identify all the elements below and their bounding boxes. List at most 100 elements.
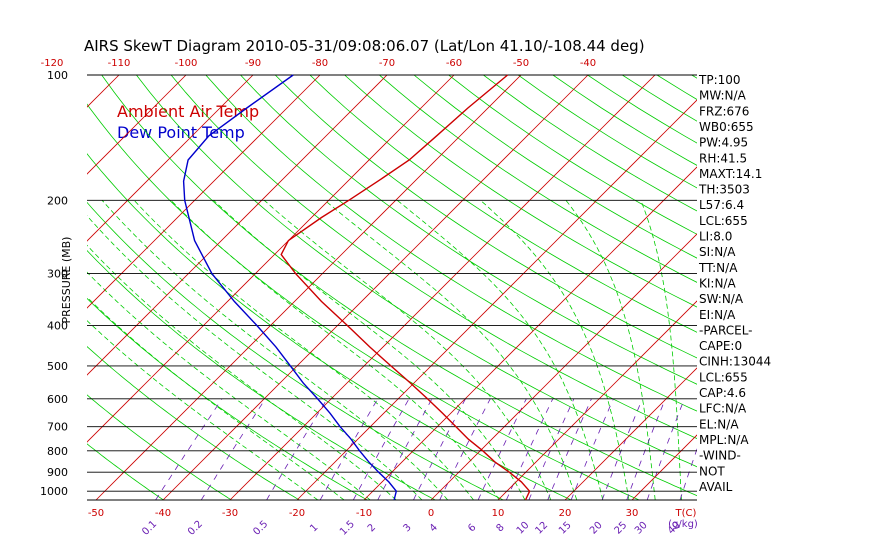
moist-adiabat — [263, 199, 552, 500]
isotherm — [229, 75, 656, 500]
index-item: TP:100 — [698, 73, 741, 87]
top-temp-tick-label: -100 — [175, 58, 198, 69]
mixing-ratio-label: 2 — [366, 522, 378, 534]
index-item: EL:N/A — [699, 417, 739, 431]
moist-adiabat — [87, 215, 423, 500]
dry-adiabat — [761, 75, 870, 500]
mixing-ratio-line — [266, 398, 328, 500]
mixing-ratio-line — [601, 398, 643, 500]
moist-adiabat — [565, 200, 656, 500]
mixing-ratio-label: 25 — [613, 520, 630, 537]
isotherm — [564, 367, 697, 500]
top-temp-tick-label: -80 — [312, 58, 328, 69]
dry-adiabat — [379, 75, 697, 283]
chart-title: AIRS SkewT Diagram 2010-05-31/09:08:06.0… — [84, 37, 645, 55]
index-item: LFC:N/A — [699, 402, 747, 416]
mixing-ratio-line — [477, 398, 527, 500]
mixing-ratio-label: 12 — [534, 520, 551, 537]
dry-adiabat — [274, 75, 697, 359]
mixing-ratio-label: 4 — [428, 522, 440, 534]
isotherm — [497, 300, 697, 500]
index-item: AVAIL — [699, 480, 733, 494]
dry-adiabat — [831, 75, 870, 500]
dry-adiabat — [87, 345, 300, 500]
top-temp-tick-label: -60 — [446, 58, 462, 69]
mixing-ratio-label: 6 — [466, 522, 478, 534]
dewpoint-profile-line — [182, 74, 398, 501]
moist-adiabat — [87, 271, 371, 500]
index-item: -WIND- — [699, 449, 741, 463]
index-item: CAPE:0 — [699, 339, 742, 353]
dry-adiabat — [87, 297, 368, 500]
mixing-ratio-line — [439, 398, 491, 500]
mixing-ratio-unit-label: (g/kg) — [668, 519, 698, 530]
index-item: MAXT:14.1 — [699, 167, 762, 181]
pressure-tick-label: 900 — [47, 466, 68, 479]
index-item: MPL:N/A — [699, 433, 749, 447]
moist-adiabat — [87, 244, 397, 500]
moist-adiabat — [101, 200, 449, 500]
index-item: EI:N/A — [699, 308, 736, 322]
bottom-temp-tick-label: -50 — [88, 508, 104, 519]
pressure-tick-label: 100 — [47, 69, 68, 82]
dry-adiabat — [101, 75, 697, 497]
mixing-ratio-line — [413, 398, 466, 500]
dry-adiabat — [205, 75, 697, 412]
pressure-tick-label: 700 — [47, 421, 68, 434]
index-item: SI:N/A — [699, 245, 736, 259]
isotherm — [162, 75, 589, 500]
isotherm — [766, 75, 870, 500]
moist-adiabat — [640, 200, 682, 500]
mixing-ratio-label: 0.2 — [186, 519, 205, 538]
mixing-ratio-label: 15 — [557, 520, 574, 537]
dry-adiabat — [87, 443, 164, 500]
index-item: RH:41.5 — [699, 151, 747, 165]
isotherm — [87, 75, 455, 443]
moist-adiabat — [213, 200, 526, 500]
index-item: KI:N/A — [699, 276, 736, 290]
mixing-ratio-line — [352, 398, 410, 500]
index-item: LCL:655 — [699, 214, 748, 228]
bottom-temp-tick-label: 0 — [428, 508, 434, 519]
mixing-ratio-label: 8 — [494, 522, 506, 534]
moist-adiabat — [396, 199, 604, 500]
temp-unit-label: T(C) — [675, 508, 697, 519]
index-item: CINH:13044 — [699, 355, 771, 369]
moist-adiabat — [170, 200, 500, 500]
isotherm — [631, 434, 697, 500]
isotherm — [87, 75, 388, 376]
mixing-ratio-label: 20 — [588, 520, 605, 537]
mixing-ratio-label: 10 — [515, 520, 532, 537]
bottom-temp-tick-label: -40 — [155, 508, 171, 519]
isotherm — [87, 75, 187, 175]
dry-adiabat — [517, 75, 697, 189]
mixing-ratio-label: 30 — [633, 520, 650, 537]
index-item: TT:N/A — [698, 261, 738, 275]
isotherm — [833, 75, 870, 500]
index-item: TH:3503 — [698, 183, 750, 197]
mixing-ratio-line — [319, 398, 379, 500]
legend-ambient-air-temp: Ambient Air Temp — [117, 102, 259, 121]
isotherm — [87, 75, 254, 242]
dry-adiabat — [344, 75, 697, 308]
isotherm — [0, 75, 52, 500]
dry-adiabat — [413, 75, 697, 259]
dry-adiabat — [240, 75, 697, 385]
pressure-tick-label: 300 — [47, 268, 68, 281]
mixing-ratio-line — [377, 398, 433, 500]
mixing-ratio-label: 0.1 — [140, 519, 159, 538]
moist-adiabat — [87, 296, 345, 500]
top-temp-tick-label: -90 — [245, 58, 261, 69]
pressure-tick-label: 600 — [47, 393, 68, 406]
dry-adiabat — [87, 249, 436, 500]
mixing-ratio-label: 1 — [308, 522, 320, 534]
isotherm — [296, 99, 697, 500]
index-item: LCL:655 — [699, 370, 748, 384]
isotherm — [87, 75, 321, 309]
temperature-profile-line — [280, 74, 531, 501]
index-item: MW:N/A — [699, 89, 747, 103]
mixing-ratio-label: 1.5 — [338, 519, 357, 538]
y-axis-label: PRESSURE (MB) — [60, 237, 73, 324]
dry-adiabat — [87, 394, 232, 500]
moist-adiabat — [87, 320, 319, 500]
